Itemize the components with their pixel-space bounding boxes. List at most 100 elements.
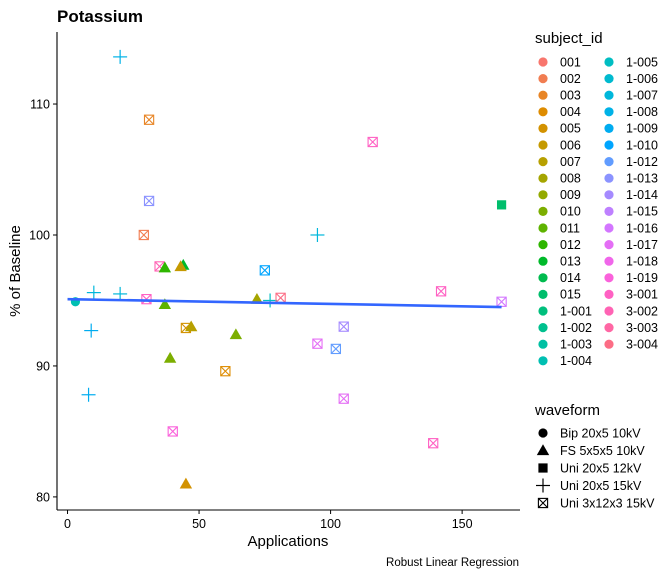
legend-shape-key bbox=[537, 497, 549, 509]
legend-item-1-017: 1-017 bbox=[604, 238, 658, 252]
legend-item-1-015: 1-015 bbox=[604, 205, 658, 219]
data-point-28 bbox=[312, 338, 323, 349]
legend-item-circle: Bip 20x5 10kV bbox=[538, 426, 641, 440]
legend-item-1-016: 1-016 bbox=[604, 221, 658, 235]
regression-line bbox=[67, 297, 502, 309]
data-point-19 bbox=[250, 292, 264, 304]
legend-label: 008 bbox=[560, 172, 581, 186]
legend-item-1-014: 1-014 bbox=[604, 188, 658, 202]
legend-item-3-001: 3-001 bbox=[604, 288, 658, 302]
data-point-12 bbox=[141, 294, 152, 305]
legend-item-1-007: 1-007 bbox=[604, 89, 658, 103]
legend-color-key bbox=[604, 323, 614, 333]
legend-item-014: 014 bbox=[538, 271, 581, 285]
legend-label: 3-002 bbox=[626, 304, 658, 318]
legend-color-key bbox=[604, 206, 614, 216]
legend-color-key bbox=[538, 289, 548, 299]
legend-shape-key bbox=[536, 444, 550, 456]
legend-label: 1-017 bbox=[626, 238, 658, 252]
legend-item-007: 007 bbox=[538, 155, 581, 169]
legend-item-011: 011 bbox=[538, 221, 580, 235]
legend-label: 3-003 bbox=[626, 321, 658, 335]
legend-shape-key bbox=[536, 478, 550, 493]
legend-color-key bbox=[604, 339, 614, 349]
x-axis-title: Applications bbox=[248, 533, 329, 550]
legend-label: 013 bbox=[560, 255, 581, 269]
legend-item-square: Uni 20x5 12kV bbox=[538, 461, 642, 475]
legend-label: 1-012 bbox=[626, 155, 658, 169]
legend-item-002: 002 bbox=[538, 72, 581, 86]
y-tick-label: 110 bbox=[30, 98, 50, 112]
legend-label: 1-009 bbox=[626, 122, 658, 136]
legend-color-key bbox=[604, 273, 614, 283]
data-point-32 bbox=[367, 136, 378, 148]
subject-id-legend: subject_id 001 002 003 004 005 006 007 008 009 01… bbox=[535, 30, 658, 368]
legend-item-1-009: 1-009 bbox=[604, 122, 658, 136]
legend-item-1-003: 1-003 bbox=[538, 338, 592, 352]
data-point-16 bbox=[184, 320, 198, 332]
legend-color-key bbox=[604, 57, 614, 67]
data-point-20 bbox=[259, 265, 270, 276]
legend-item-008: 008 bbox=[538, 172, 581, 186]
data-point-24 bbox=[81, 387, 96, 402]
legend-label: 1-013 bbox=[626, 172, 658, 186]
legend-item-012: 012 bbox=[538, 238, 581, 252]
legend-item-plus: Uni 20x5 15kV bbox=[536, 478, 642, 493]
data-point-36 bbox=[496, 296, 507, 307]
legend-label: 015 bbox=[560, 288, 581, 302]
legend-color-key bbox=[538, 339, 548, 349]
waveform-legend-title: waveform bbox=[534, 402, 600, 419]
legend-color-key bbox=[604, 289, 614, 299]
legend-color-key bbox=[538, 323, 548, 333]
legend-item-1-018: 1-018 bbox=[604, 255, 658, 269]
legend-label: 014 bbox=[560, 271, 581, 285]
legend-color-key bbox=[604, 223, 614, 233]
legend-color-key bbox=[604, 306, 614, 316]
legend-label: Bip 20x5 10kV bbox=[560, 426, 641, 440]
axis-ticks: 0 50 100 150 80 90 100 110 bbox=[29, 98, 472, 531]
legend-label: 1-002 bbox=[560, 321, 592, 335]
data-point-30 bbox=[338, 321, 349, 332]
legend-color-key bbox=[538, 356, 548, 366]
legend-item-3-004: 3-004 bbox=[604, 338, 658, 352]
data-point-7 bbox=[158, 261, 172, 273]
legend-color-key bbox=[604, 90, 614, 100]
legend-color-key bbox=[604, 107, 614, 117]
y-tick-label: 100 bbox=[29, 228, 50, 242]
data-point-9 bbox=[174, 260, 187, 272]
legend-color-key bbox=[538, 123, 548, 133]
data-point-29 bbox=[330, 343, 342, 355]
data-point-2 bbox=[113, 49, 128, 64]
legend-item-1-019: 1-019 bbox=[604, 271, 658, 285]
legend-label: 1-004 bbox=[560, 354, 592, 368]
data-point-31 bbox=[338, 393, 349, 404]
legend-color-key bbox=[538, 57, 548, 67]
chart-caption: Robust Linear Regression bbox=[386, 557, 519, 569]
legend-color-key bbox=[604, 256, 614, 266]
legend-item-triangle: FS 5x5x5 10kV bbox=[536, 444, 645, 458]
legend-item-009: 009 bbox=[538, 188, 581, 202]
data-point-33 bbox=[435, 286, 447, 297]
legend-label: 1-014 bbox=[626, 188, 658, 202]
legend-label: FS 5x5x5 10kV bbox=[560, 444, 645, 458]
legend-label: 3-004 bbox=[626, 338, 658, 352]
legend-color-key bbox=[538, 223, 548, 233]
subject-id-legend-title: subject_id bbox=[535, 30, 603, 47]
legend-color-key bbox=[538, 240, 548, 250]
legend-item-015: 015 bbox=[538, 288, 581, 302]
y-tick-label: 90 bbox=[36, 359, 50, 373]
legend-color-key bbox=[538, 107, 548, 117]
legend-label: 003 bbox=[560, 89, 581, 103]
legend-label: 1-010 bbox=[626, 138, 658, 152]
legend-color-key bbox=[538, 90, 548, 100]
legend-label: 011 bbox=[560, 221, 580, 235]
legend-color-key bbox=[604, 123, 614, 133]
legend-item-001: 001 bbox=[538, 55, 581, 69]
legend-label: 1-018 bbox=[626, 255, 658, 269]
data-point-21 bbox=[263, 293, 278, 308]
legend-item-boxx: Uni 3x12x3 15kV bbox=[537, 496, 655, 510]
legend-color-key bbox=[604, 157, 614, 167]
legend-item-1-012: 1-012 bbox=[604, 155, 658, 169]
data-point-22 bbox=[275, 292, 286, 303]
legend-color-key bbox=[538, 256, 548, 266]
